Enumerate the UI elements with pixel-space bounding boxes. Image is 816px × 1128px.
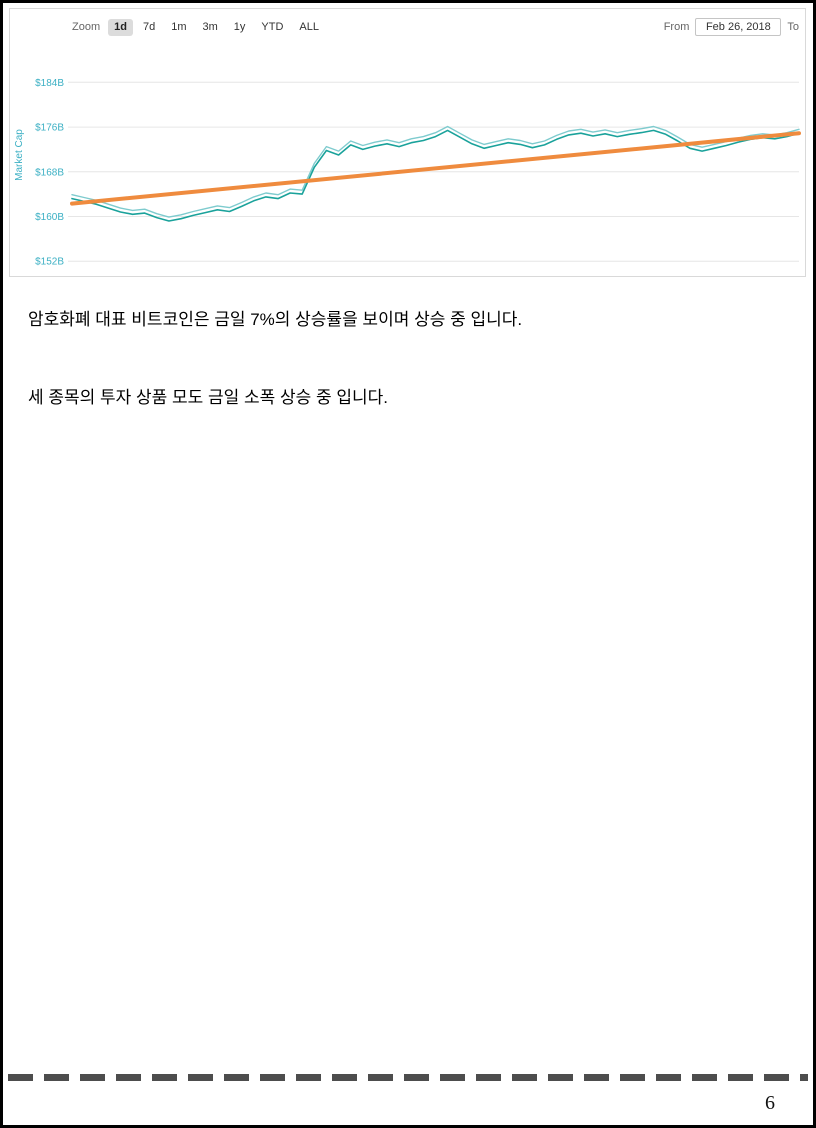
from-date-input[interactable] [695,18,782,36]
market-cap-chart: $152B $160B $168B $176B $184B Market Cap [14,78,801,268]
body-paragraph-2: 세 종목의 투자 상품 모도 금일 소폭 상승 중 입니다. [28,388,389,407]
range-button-7d[interactable]: 7d [137,19,161,36]
dashed-divider [8,1074,808,1081]
y-axis-title: Market Cap [14,129,25,181]
y-tick-label: $160B [35,212,64,223]
range-button-1m[interactable]: 1m [165,19,192,36]
market-cap-line [71,129,800,222]
y-tick-label: $184B [35,78,64,89]
body-paragraph-1: 암호화폐 대표 비트코인은 금일 7%의 상승률을 보이며 상승 중 입니다. [28,310,523,329]
range-button-1d[interactable]: 1d [108,18,133,36]
from-label: From [663,21,690,33]
range-button-3m[interactable]: 3m [197,19,224,36]
y-tick-label: $168B [35,167,64,178]
chart-toolbar: Zoom 1d 7d 1m 3m 1y YTD ALL From To [10,9,805,36]
y-tick-label: $176B [35,123,64,134]
range-button-ytd[interactable]: YTD [255,19,289,36]
date-range-picker: From To [664,18,799,36]
zoom-label: Zoom [72,21,101,33]
market-cap-line-upper [71,125,800,218]
range-button-1y[interactable]: 1y [228,19,252,36]
range-selector: Zoom 1d 7d 1m 3m 1y YTD ALL [72,18,325,36]
trend-line [70,131,801,206]
y-tick-label: $152B [35,257,64,268]
page-number: 6 [765,1092,775,1114]
market-cap-chart-panel: Zoom 1d 7d 1m 3m 1y YTD ALL From To $152… [9,8,806,277]
range-button-all[interactable]: ALL [293,19,325,36]
to-label: To [787,21,799,33]
